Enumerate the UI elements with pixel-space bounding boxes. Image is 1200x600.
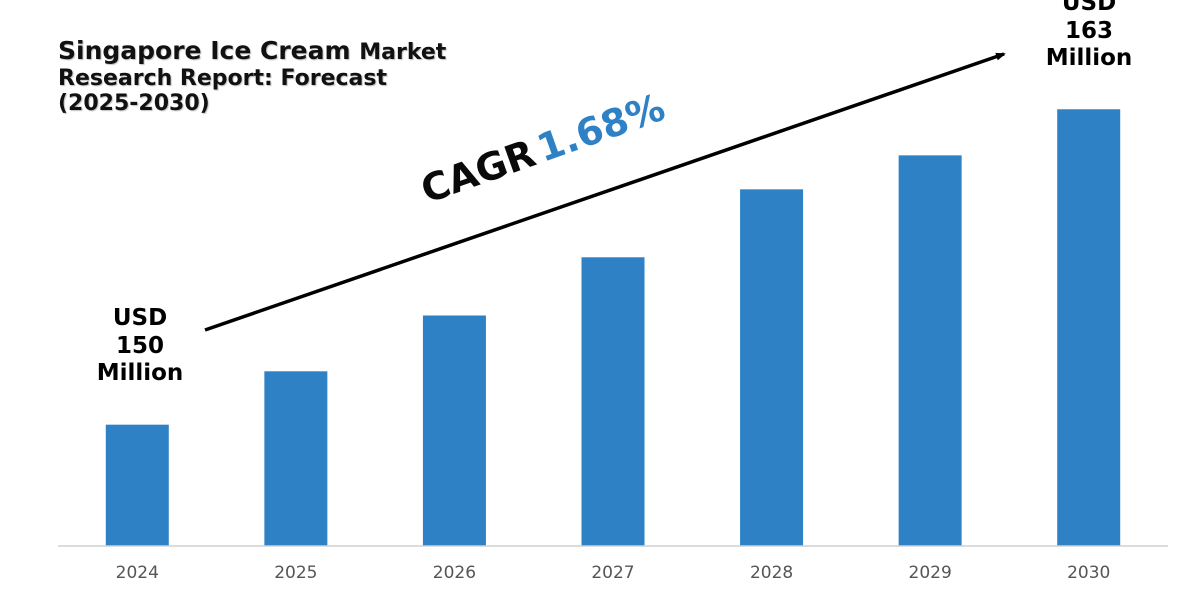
start-value-label: USD 150 Million [80,305,200,388]
bars-layer [105,109,1121,547]
x-tick-label-2026: 2026 [433,563,476,583]
bar-2029 [898,155,962,546]
end-value-label: USD 163 Million [1029,0,1149,73]
end-unit: Million [1045,45,1133,72]
x-tick-label-2028: 2028 [750,563,793,583]
bar-2027 [581,257,645,546]
end-currency: USD [1061,0,1117,16]
x-tick-label-2027: 2027 [591,563,634,583]
title-tail: Market [359,40,447,65]
x-tick-label-2029: 2029 [909,563,952,583]
bar-2024 [105,424,169,546]
x-tick-label-2030: 2030 [1067,563,1110,583]
chart-title: Singapore Ice Cream Market Research Repo… [58,36,498,117]
bar-2028 [740,189,804,546]
title-main: Singapore Ice Cream [58,36,351,65]
title-line-1: Singapore Ice Cream Market [58,36,498,66]
start-unit: Million [96,360,184,387]
x-tick-label-2024: 2024 [116,563,159,583]
growth-arrow [204,52,1006,332]
bar-2030 [1057,109,1121,547]
end-value: 163 [1064,17,1113,44]
start-value: 150 [115,332,164,359]
bar-2025 [264,371,328,546]
x-tick-label-2025: 2025 [274,563,317,583]
start-currency: USD [112,305,168,331]
title-line-2: Research Report: Forecast [58,65,388,91]
bar-2026 [422,315,486,546]
title-line-3: (2025-2030) [58,91,210,117]
x-tick-labels: 2024 2025 2026 2027 2028 2029 2030 [116,563,1111,583]
